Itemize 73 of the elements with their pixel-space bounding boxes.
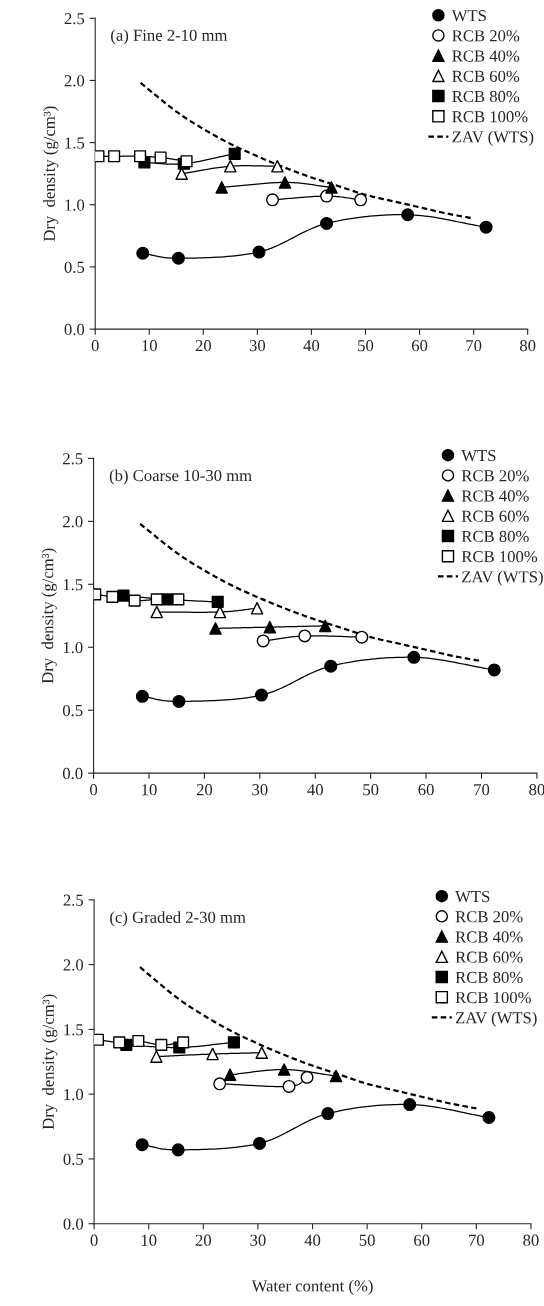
x-tick-label: 50 <box>359 1234 375 1246</box>
x-tick-label: 30 <box>249 340 266 352</box>
y-axis-title: Dry density (g/cm³) <box>43 106 59 242</box>
y-tick-label: 2.0 <box>63 959 84 971</box>
y-tick-label: 1.5 <box>65 137 85 149</box>
y-axis-title: Dry density (g/cm³) <box>42 994 58 1130</box>
x-tick-label: 40 <box>307 784 323 796</box>
x-tick-label: 10 <box>142 340 157 352</box>
x-tick-label: 50 <box>358 340 374 352</box>
y-tick-label: 0.5 <box>64 261 85 273</box>
legend-label: RCB 100% <box>461 551 538 563</box>
x-tick-label: 50 <box>363 784 379 796</box>
legend-label: WTS <box>455 890 490 903</box>
x-tick-label: 60 <box>411 340 428 352</box>
y-tick-label: 1.0 <box>65 199 85 211</box>
y-tick-label: 0.0 <box>64 323 85 336</box>
legend-label: RCB 80% <box>452 90 520 103</box>
y-tick-label: 0.5 <box>62 704 83 717</box>
x-tick-label: 0 <box>90 1234 98 1246</box>
text: (a) Fine 2-10 mm <box>111 29 228 45</box>
legend-label: ZAV (WTS) <box>462 570 543 586</box>
legend-label: RCB 100% <box>455 991 531 1004</box>
x-tick-label: 0 <box>91 340 99 352</box>
y-tick-label: 0.0 <box>63 1218 84 1230</box>
legend-label: RCB 20% <box>452 30 520 42</box>
x-tick-label: 80 <box>529 784 544 796</box>
text: (c) Graded 2-30 mm <box>110 911 246 927</box>
legend-label: RCB 20% <box>461 470 529 482</box>
x-tick-label: 20 <box>195 340 212 352</box>
legend-label: RCB 40% <box>452 50 520 62</box>
x-tick-label: 60 <box>418 784 434 796</box>
y-tick-label: 1.5 <box>63 579 83 591</box>
legend-label: RCB 60% <box>461 510 529 522</box>
y-tick-label: 2.0 <box>63 516 83 528</box>
y-tick-label: 0.0 <box>62 767 83 780</box>
y-tick-label: 1.0 <box>63 641 83 654</box>
x-tick-label: 60 <box>414 1234 430 1246</box>
x-tick-label: 70 <box>469 1234 485 1246</box>
x-tick-label: 0 <box>90 784 98 796</box>
legend-label: RCB 20% <box>455 911 523 923</box>
legend-label: WTS <box>461 449 496 462</box>
y-tick-label: 0.5 <box>63 1153 84 1165</box>
legend-label: WTS <box>451 10 486 22</box>
legend-label: RCB 60% <box>452 70 520 82</box>
legend-label: ZAV (WTS) <box>455 1011 537 1027</box>
legend-label: RCB 80% <box>455 971 523 984</box>
y-tick-label: 2.5 <box>64 13 85 25</box>
legend-label: RCB 100% <box>452 111 528 123</box>
legend-label: RCB 40% <box>461 490 529 502</box>
x-tick-label: 80 <box>523 1234 539 1246</box>
legend-label: RCB 60% <box>455 951 523 963</box>
x-tick-label: 10 <box>142 784 157 796</box>
legend-label: RCB 40% <box>455 931 523 943</box>
legend-label: RCB 80% <box>461 530 529 543</box>
x-tick-label: 30 <box>252 784 268 796</box>
y-axis-title: Dry density (g/cm³) <box>41 548 57 684</box>
x-axis-title: Water content (%) <box>251 1279 373 1295</box>
x-tick-label: 20 <box>195 1234 212 1246</box>
y-tick-label: 2.5 <box>63 453 83 465</box>
y-tick-label: 2.0 <box>64 75 85 87</box>
x-tick-label: 10 <box>141 1234 157 1246</box>
x-tick-label: 30 <box>250 1234 266 1246</box>
y-tick-label: 1.5 <box>64 1024 84 1036</box>
x-tick-label: 20 <box>196 784 213 796</box>
text: (b) Coarse 10-30 mm <box>109 469 252 485</box>
x-tick-label: 40 <box>304 1234 321 1246</box>
x-tick-label: 70 <box>466 340 482 352</box>
y-tick-label: 2.5 <box>63 894 84 906</box>
x-tick-label: 40 <box>303 340 320 352</box>
x-tick-label: 70 <box>474 784 490 796</box>
y-tick-label: 1.0 <box>64 1088 84 1101</box>
legend-label: ZAV (WTS) <box>452 130 534 146</box>
x-tick-label: 80 <box>519 340 536 352</box>
